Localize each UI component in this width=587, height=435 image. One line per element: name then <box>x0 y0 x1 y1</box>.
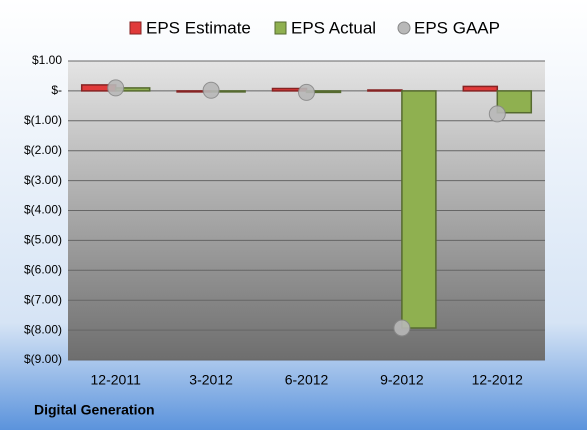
x-tick-label: 6-2012 <box>285 372 329 388</box>
y-tick-label: $(6.00) <box>24 262 62 276</box>
marker <box>298 83 315 101</box>
x-tick-label: 12-2011 <box>91 372 142 388</box>
bar <box>367 89 403 92</box>
y-tick-label: $(7.00) <box>24 292 62 306</box>
y-tick-label: $(4.00) <box>24 203 62 217</box>
y-tick-label: $(5.00) <box>24 233 62 247</box>
y-tick-label: $(9.00) <box>24 352 62 366</box>
marker <box>107 79 125 97</box>
y-tick-label: $1.00 <box>32 53 62 67</box>
legend-marker <box>129 21 142 35</box>
legend-label: EPS GAAP <box>414 18 500 37</box>
bar <box>496 90 533 114</box>
bar <box>401 90 437 329</box>
x-tick-label: 12-2012 <box>472 372 524 388</box>
legend-label: EPS Estimate <box>146 18 251 37</box>
marker <box>488 105 506 123</box>
bar <box>462 85 499 92</box>
y-tick-label: $(3.00) <box>24 173 62 187</box>
y-tick-label: $(8.00) <box>24 322 62 336</box>
y-tick-label: $(2.00) <box>24 143 62 157</box>
x-tick-label: 3-2012 <box>189 372 233 388</box>
marker <box>202 81 220 99</box>
y-tick-label: $- <box>51 83 62 97</box>
marker <box>393 319 411 337</box>
legend-marker <box>397 21 411 35</box>
footnote: Digital Generation <box>34 402 155 418</box>
y-tick-label: $(1.00) <box>24 113 62 127</box>
legend-marker <box>274 21 287 35</box>
x-tick-label: 9-2012 <box>380 372 424 388</box>
legend-label: EPS Actual <box>291 18 376 37</box>
